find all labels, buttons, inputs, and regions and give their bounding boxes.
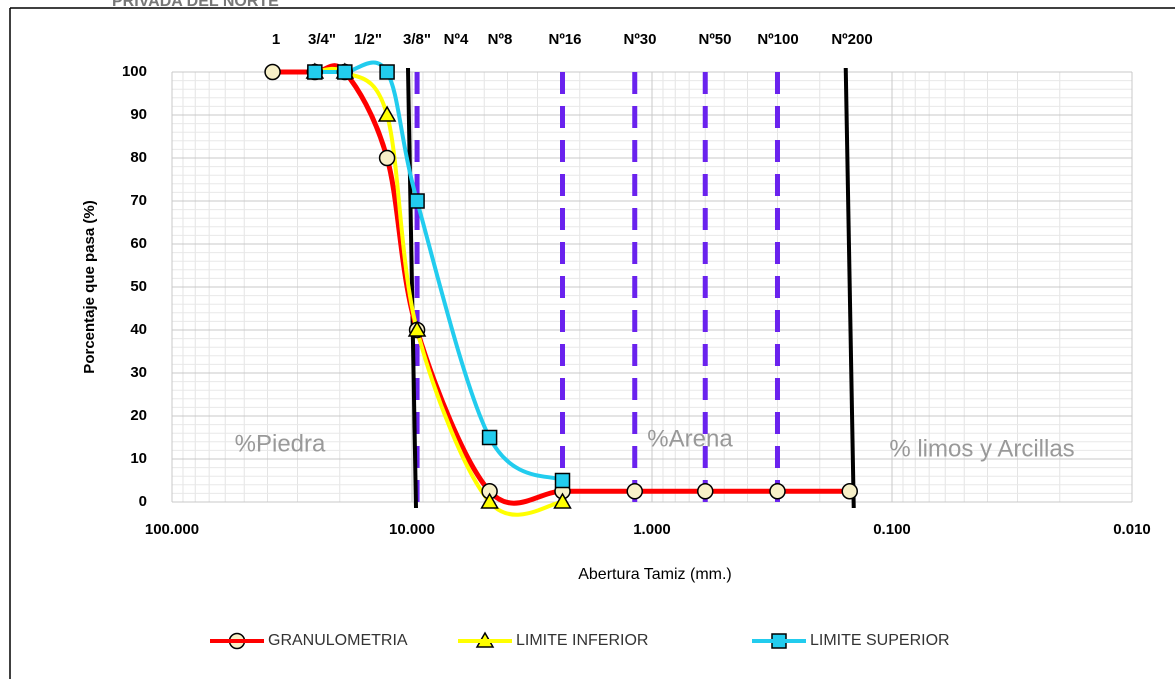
y-tick-label: 80 — [130, 149, 147, 166]
sieve-label: Nº200 — [831, 31, 872, 48]
sieve-label: Nº4 — [444, 31, 469, 48]
marker — [379, 64, 395, 80]
region-label: % limos y Arcillas — [889, 435, 1074, 462]
marker — [307, 64, 323, 80]
y-axis-label: Porcentaje que pasa (%) — [81, 200, 98, 373]
y-tick-label: 60 — [130, 235, 147, 252]
y-tick-label: 90 — [130, 106, 147, 123]
y-tick-label: 100 — [122, 63, 147, 80]
marker — [377, 105, 397, 122]
marker — [407, 320, 427, 337]
y-tick-label: 20 — [130, 407, 147, 424]
sieve-label: Nº50 — [699, 31, 732, 48]
sieve-label: 1 — [272, 31, 280, 48]
sieve-label: Nº16 — [549, 31, 582, 48]
region-label: %Piedra — [235, 430, 326, 457]
x-axis-label: Abertura Tamiz (mm.) — [578, 566, 732, 583]
y-tick-label: 30 — [130, 364, 147, 381]
marker — [337, 64, 353, 80]
y-tick-label: 70 — [130, 192, 147, 209]
legend-label: LIMITE SUPERIOR — [810, 632, 950, 649]
sieve-label: Nº30 — [624, 31, 657, 48]
limit-line — [406, 67, 418, 509]
sieve-label: Nº100 — [757, 31, 798, 48]
x-tick-label: 10.000 — [389, 521, 435, 538]
header: PRIVADA DEL NORTE — [112, 0, 279, 10]
legend-label: LIMITE INFERIOR — [516, 632, 648, 649]
marker — [481, 429, 498, 446]
x-tick-label: 100.000 — [145, 521, 199, 538]
marker — [841, 483, 858, 500]
marker — [264, 63, 281, 81]
y-tick-label: 50 — [130, 278, 147, 295]
limit-line — [843, 67, 856, 509]
y-tick-label: 40 — [130, 321, 147, 338]
marker — [480, 492, 499, 509]
marker — [378, 149, 396, 167]
sieve-label: 1/2" — [354, 31, 382, 48]
marker — [626, 483, 643, 500]
sieve-label: 3/8" — [403, 31, 431, 48]
region-label: %Arena — [647, 425, 733, 452]
marker — [554, 472, 571, 489]
marker — [696, 483, 714, 500]
sieve-label: 3/4" — [308, 31, 336, 48]
series-line — [314, 60, 564, 483]
x-tick-label: 1.000 — [633, 521, 671, 538]
marker — [409, 193, 425, 209]
marker — [769, 483, 786, 500]
series-line — [314, 66, 563, 517]
y-tick-label: 10 — [130, 450, 147, 467]
y-tick-label: 0 — [139, 493, 147, 510]
marker — [553, 492, 572, 509]
sieve-label: Nº8 — [488, 31, 513, 48]
x-tick-label: 0.100 — [873, 521, 911, 538]
x-tick-label: 0.010 — [1113, 521, 1151, 538]
legend-label: GRANULOMETRIA — [268, 632, 408, 649]
